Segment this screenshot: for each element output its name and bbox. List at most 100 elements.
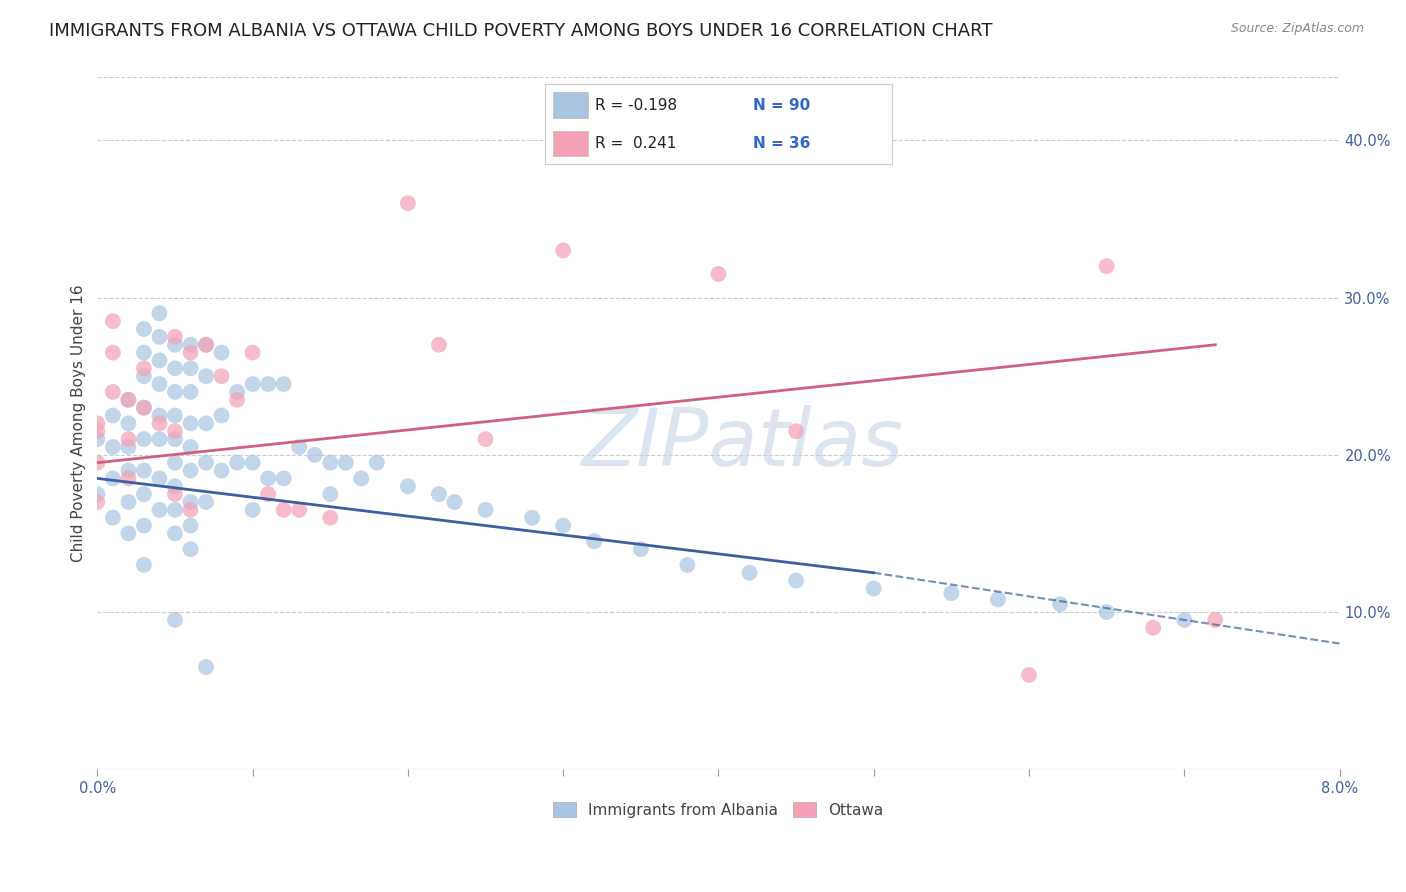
Point xyxy=(257,377,280,392)
Point xyxy=(132,464,155,478)
Point xyxy=(180,518,202,533)
Point xyxy=(148,417,170,431)
Point xyxy=(132,345,155,359)
Point xyxy=(366,456,388,470)
Point xyxy=(195,456,218,470)
Point xyxy=(941,586,963,600)
Legend: Immigrants from Albania, Ottawa: Immigrants from Albania, Ottawa xyxy=(547,796,890,824)
Point xyxy=(86,487,108,501)
Point xyxy=(117,417,139,431)
Point xyxy=(117,392,139,407)
Point xyxy=(319,510,342,524)
Point xyxy=(396,196,419,211)
Point xyxy=(101,345,124,359)
Point xyxy=(738,566,761,580)
Point xyxy=(148,503,170,517)
Point xyxy=(101,314,124,328)
Point xyxy=(148,432,170,446)
Point xyxy=(211,345,233,359)
Point xyxy=(676,558,699,572)
Point xyxy=(226,456,249,470)
Point xyxy=(101,409,124,423)
Point xyxy=(101,471,124,485)
Point xyxy=(132,432,155,446)
Point xyxy=(163,456,186,470)
Point xyxy=(226,392,249,407)
Point xyxy=(987,592,1010,607)
Point xyxy=(195,660,218,674)
Point xyxy=(319,456,342,470)
Point xyxy=(335,456,357,470)
Point xyxy=(132,401,155,415)
Point xyxy=(132,401,155,415)
Point xyxy=(117,464,139,478)
Point xyxy=(630,542,652,557)
Point xyxy=(195,495,218,509)
Point xyxy=(148,409,170,423)
Point xyxy=(148,377,170,392)
Point xyxy=(1204,613,1226,627)
Point xyxy=(180,345,202,359)
Point xyxy=(1049,597,1071,611)
Point xyxy=(132,322,155,336)
Text: IMMIGRANTS FROM ALBANIA VS OTTAWA CHILD POVERTY AMONG BOYS UNDER 16 CORRELATION : IMMIGRANTS FROM ALBANIA VS OTTAWA CHILD … xyxy=(49,22,993,40)
Point xyxy=(583,534,606,549)
Point xyxy=(148,330,170,344)
Point xyxy=(350,471,373,485)
Point xyxy=(785,574,807,588)
Point xyxy=(553,244,575,258)
Point xyxy=(117,392,139,407)
Point xyxy=(180,361,202,376)
Point xyxy=(148,306,170,320)
Point xyxy=(163,337,186,351)
Point xyxy=(707,267,730,281)
Point xyxy=(117,471,139,485)
Point xyxy=(180,417,202,431)
Point xyxy=(427,337,450,351)
Point xyxy=(273,471,295,485)
Point xyxy=(195,417,218,431)
Point xyxy=(1095,259,1118,273)
Point xyxy=(163,432,186,446)
Point xyxy=(1142,621,1164,635)
Point xyxy=(163,479,186,493)
Point xyxy=(117,526,139,541)
Point xyxy=(195,337,218,351)
Point xyxy=(163,330,186,344)
Point xyxy=(163,409,186,423)
Point xyxy=(101,384,124,399)
Point xyxy=(163,384,186,399)
Point xyxy=(288,440,311,454)
Point xyxy=(288,503,311,517)
Point xyxy=(163,613,186,627)
Point xyxy=(1095,605,1118,619)
Point xyxy=(257,471,280,485)
Point xyxy=(132,487,155,501)
Point xyxy=(242,503,264,517)
Point xyxy=(180,337,202,351)
Point xyxy=(180,440,202,454)
Point xyxy=(163,503,186,517)
Point xyxy=(211,409,233,423)
Point xyxy=(180,542,202,557)
Point xyxy=(180,495,202,509)
Point xyxy=(211,464,233,478)
Point xyxy=(132,558,155,572)
Point xyxy=(180,384,202,399)
Point xyxy=(163,424,186,438)
Point xyxy=(304,448,326,462)
Point xyxy=(257,487,280,501)
Point xyxy=(148,471,170,485)
Point xyxy=(180,464,202,478)
Point xyxy=(226,384,249,399)
Point xyxy=(553,518,575,533)
Point xyxy=(117,432,139,446)
Point xyxy=(163,361,186,376)
Point xyxy=(148,353,170,368)
Point xyxy=(195,337,218,351)
Point xyxy=(1173,613,1195,627)
Point xyxy=(101,440,124,454)
Point xyxy=(163,526,186,541)
Point xyxy=(86,424,108,438)
Point xyxy=(132,369,155,384)
